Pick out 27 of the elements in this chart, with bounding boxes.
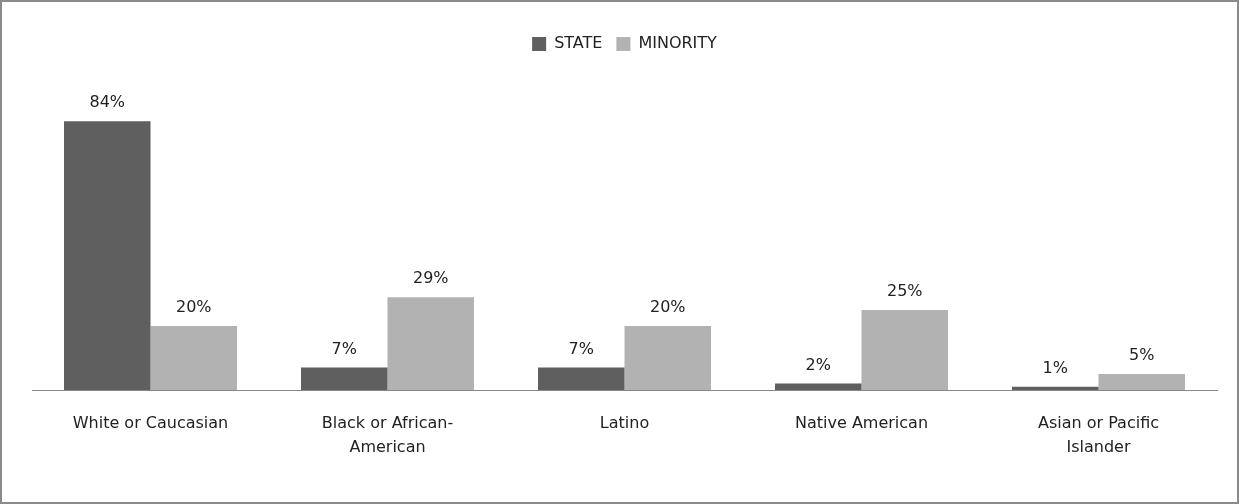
bar <box>1098 374 1186 390</box>
x-tick-label: Native American <box>794 413 929 433</box>
data-label: 2% <box>805 354 831 374</box>
legend-label: STATE <box>554 33 603 53</box>
bar <box>1012 386 1099 390</box>
bar <box>775 383 862 390</box>
bar <box>387 297 475 390</box>
bar <box>538 367 625 390</box>
data-label: 84% <box>89 92 126 112</box>
x-tick-label: Asian or Pacific Islander <box>1037 413 1160 457</box>
bar <box>861 310 949 390</box>
x-tick-label: Black or African-American <box>321 413 454 457</box>
data-label: 7% <box>331 338 357 358</box>
bar <box>301 367 388 390</box>
data-label: 25% <box>886 281 923 301</box>
bar <box>624 326 712 390</box>
data-label: 5% <box>1129 345 1155 365</box>
data-label: 20% <box>649 297 686 317</box>
data-label: 29% <box>412 268 449 288</box>
legend-label: MINORITY <box>638 33 718 53</box>
data-label: 20% <box>175 297 212 317</box>
x-tick-label: Latino <box>599 413 650 433</box>
x-tick-label: White or Caucasian <box>72 413 229 433</box>
data-label: 1% <box>1042 357 1068 377</box>
data-label: 7% <box>568 338 594 358</box>
bar <box>64 121 151 390</box>
bar <box>150 326 238 390</box>
